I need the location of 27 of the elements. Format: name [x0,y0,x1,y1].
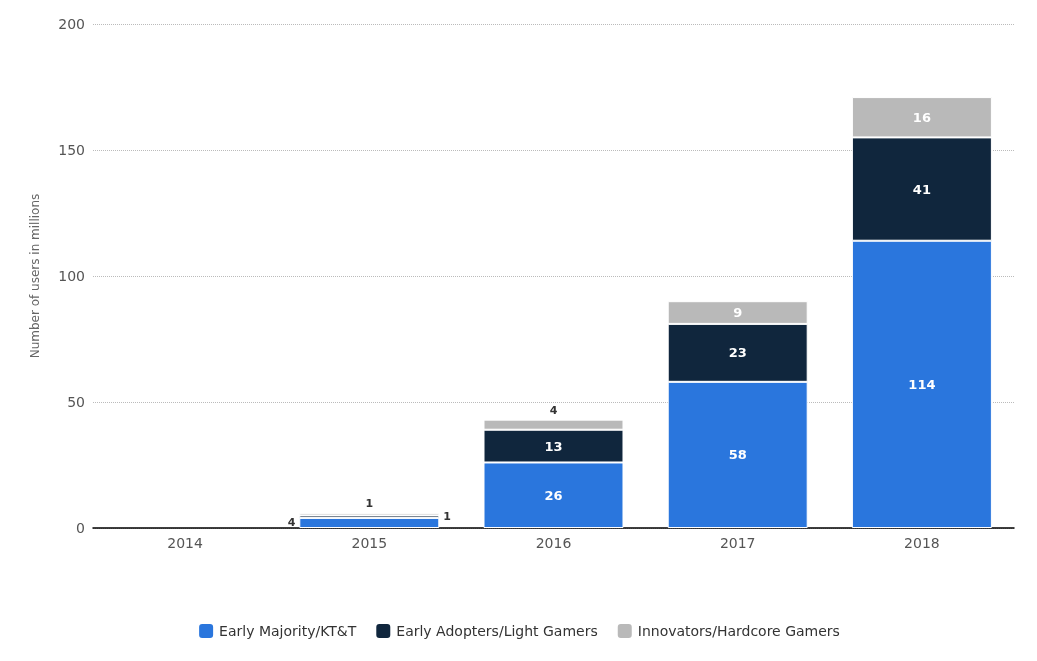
x-tick-label: 2016 [535,535,572,551]
data-label: 4 [549,403,558,417]
legend-label: Early Majority/KT&T [219,623,357,639]
x-tick-label: 2018 [904,535,940,551]
data-label: 1 [365,496,374,510]
legend-label: Innovators/Hardcore Gamers [637,623,840,639]
y-tick-label: 50 [67,394,85,410]
x-tick-label: 2017 [719,535,756,551]
data-label: 1 [443,510,451,524]
data-label: 26 [544,487,563,503]
data-label: 13 [544,438,563,454]
y-tick-label: 150 [58,142,85,158]
y-axis-title: Number of users in millions [28,193,42,359]
y-tick-label: 200 [58,16,85,32]
data-label: 41 [912,181,931,197]
data-label: 9 [733,305,743,321]
x-tick-label: 2015 [351,535,388,551]
data-label: 16 [912,109,931,125]
y-tick-label: 0 [76,520,85,536]
data-label: 58 [728,447,747,463]
bar [299,517,440,528]
y-tick-label: 100 [58,268,85,284]
data-label: 114 [908,376,936,392]
legend-label: Early Adopters/Light Gamers [396,623,598,639]
data-label: 23 [728,345,747,361]
data-label: 4 [287,516,296,530]
x-tick-label: 2014 [167,535,203,551]
